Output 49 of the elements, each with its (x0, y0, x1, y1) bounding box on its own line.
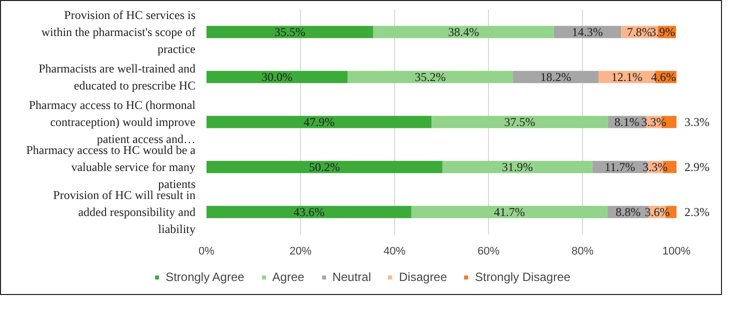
bar (206, 116, 432, 128)
legend-label: Agree (272, 270, 304, 284)
bar (432, 116, 608, 128)
x-tick-label: 0% (198, 246, 215, 258)
x-tick-label: 40% (383, 246, 406, 258)
data-label: 50.2% (308, 160, 340, 174)
data-label: 7.8% (626, 25, 652, 39)
data-label: 12.1% (611, 70, 642, 84)
bar (206, 160, 442, 174)
data-label: 38.4% (448, 25, 480, 39)
x-tick-label: 20% (289, 246, 312, 258)
bar (206, 70, 348, 84)
data-label: 11.7% (604, 160, 636, 174)
data-label: 14.3% (572, 25, 603, 39)
y-tick-label: Pharmacy access to HC (hormonal contraception) would improve patient access and… (28, 98, 196, 146)
legend-label: Strongly Agree (166, 270, 244, 284)
data-label: 2.3% (684, 205, 710, 219)
x-tick-label: 100% (662, 246, 691, 258)
legend-label: Strongly Disagree (475, 270, 570, 284)
y-tick-label: Pharmacists are well-trained and educated to prescribe HC (38, 62, 196, 92)
legend-label: Neutral (332, 270, 372, 284)
data-label: 35.5% (274, 25, 306, 39)
data-label: 30.0% (262, 70, 292, 84)
data-label: 3.9% (650, 25, 676, 39)
x-tick-label: 60% (477, 246, 500, 258)
data-label: 2.9% (684, 160, 710, 174)
bar (442, 160, 592, 174)
bar (206, 206, 412, 218)
data-label: 3.3% (641, 115, 666, 129)
data-label: 8.8% (616, 205, 641, 219)
data-label: 3.3% (684, 115, 710, 129)
x-tick-label: 80% (571, 246, 594, 258)
bar (411, 206, 608, 218)
data-label: 31.9% (502, 160, 533, 174)
data-label: 47.9% (304, 115, 335, 129)
bar (206, 26, 374, 38)
data-label: 3.6% (644, 205, 670, 219)
bar (348, 70, 513, 84)
data-label: 3.3% (642, 160, 668, 174)
bar (373, 26, 554, 38)
legend-label: Disagree (399, 270, 448, 284)
data-label: 37.5% (504, 115, 536, 129)
data-label: 35.2% (414, 70, 446, 84)
data-label: 41.7% (494, 205, 525, 219)
data-label: 8.1% (614, 115, 640, 129)
data-label: 18.2% (540, 70, 572, 84)
data-label: 43.6% (293, 205, 324, 219)
y-tick-label: Provision of HC services is within the pharmacist's scope of practice (41, 8, 196, 56)
data-label: 4.6% (651, 70, 676, 84)
